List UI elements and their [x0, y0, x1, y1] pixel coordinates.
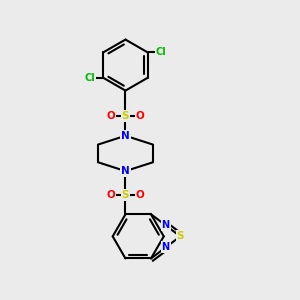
Text: O: O	[136, 190, 145, 200]
Text: S: S	[177, 231, 184, 242]
Text: S: S	[122, 190, 129, 200]
Text: N: N	[121, 166, 130, 176]
Text: O: O	[106, 190, 115, 200]
Text: S: S	[122, 111, 129, 121]
Text: N: N	[162, 242, 170, 252]
Text: N: N	[162, 220, 170, 230]
Text: N: N	[121, 131, 130, 141]
Text: O: O	[136, 111, 145, 121]
Text: O: O	[106, 111, 115, 121]
Text: Cl: Cl	[84, 73, 95, 83]
Text: Cl: Cl	[156, 47, 167, 57]
